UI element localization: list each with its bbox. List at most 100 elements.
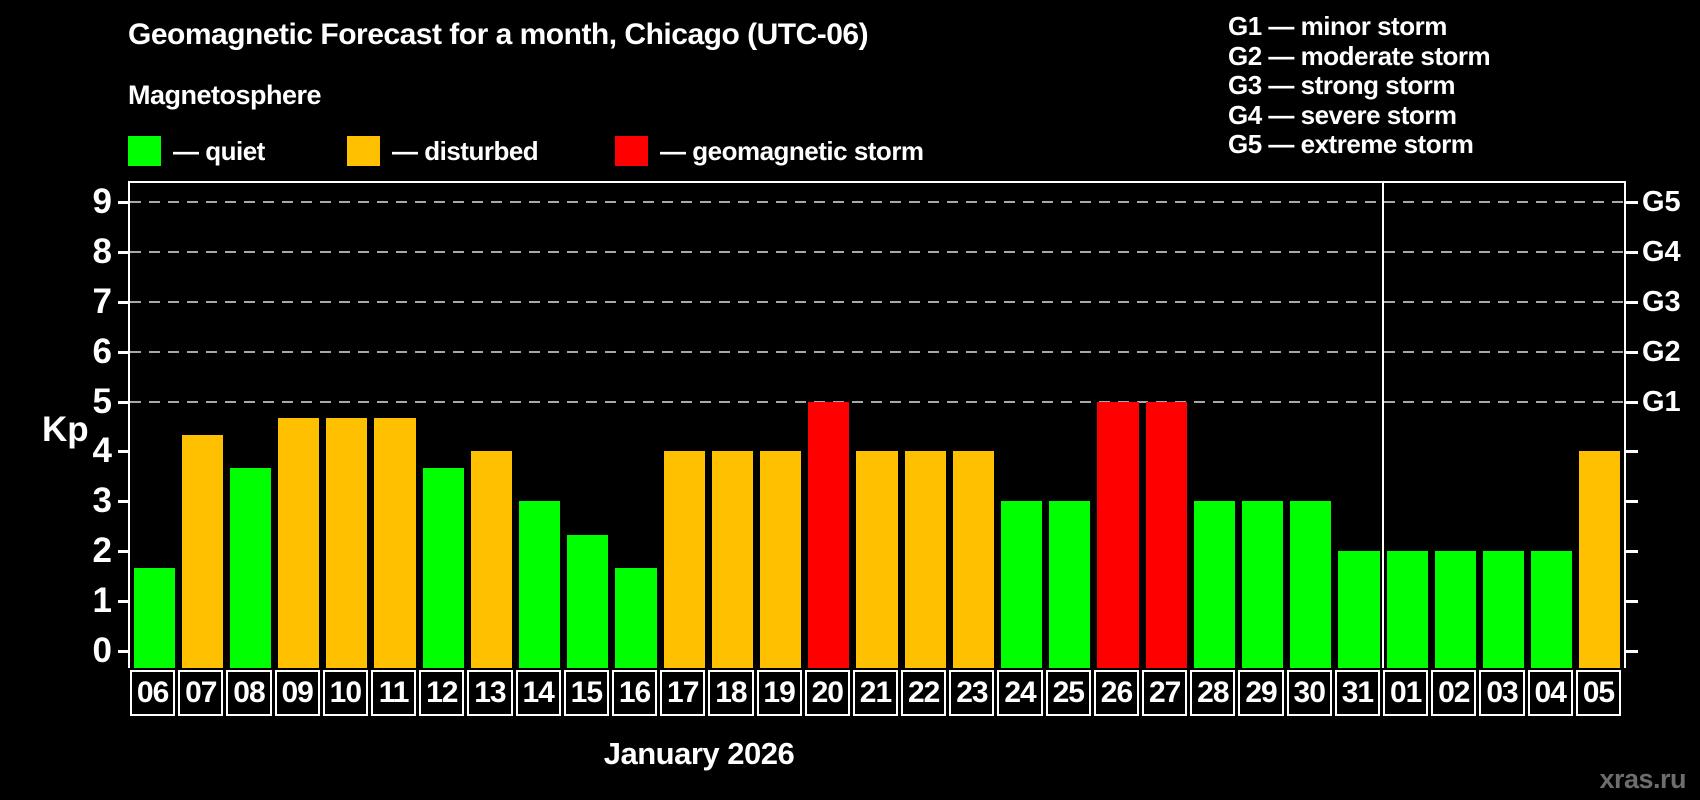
date-label-09: 09 xyxy=(274,670,320,716)
date-label-28: 28 xyxy=(1190,670,1236,716)
bar-day-07 xyxy=(181,434,223,668)
storm-scale-g3: G3 — strong storm xyxy=(1228,70,1455,101)
storm-scale-g4: G4 — severe storm xyxy=(1228,99,1457,130)
date-label-08: 08 xyxy=(226,670,272,716)
y-axis-tick-right-7 xyxy=(1626,300,1638,304)
bar-day-03 xyxy=(1482,551,1525,668)
date-label-18: 18 xyxy=(708,670,754,716)
bar-day-21 xyxy=(856,451,898,668)
date-label-07: 07 xyxy=(178,670,224,716)
gridline-kp8 xyxy=(130,250,1624,253)
bar-day-26 xyxy=(1097,401,1139,668)
disturbed-color-swatch xyxy=(347,136,380,166)
bar-day-14 xyxy=(519,501,561,668)
y-axis-tick-right-0 xyxy=(1626,650,1638,653)
y-axis-tick-right-6 xyxy=(1626,350,1638,354)
y-axis-tick-right-3 xyxy=(1626,500,1638,504)
g-scale-label-g4: G4 xyxy=(1642,235,1681,268)
y-tick-label-2: 2 xyxy=(92,531,112,571)
y-axis-tick-right-4 xyxy=(1626,450,1638,454)
chart-title: Geomagnetic Forecast for a month, Chicag… xyxy=(128,18,869,51)
y-axis-tick-right-2 xyxy=(1626,550,1638,554)
storm-scale-g2: G2 — moderate storm xyxy=(1228,40,1491,71)
date-label-01: 01 xyxy=(1383,670,1429,716)
bar-day-30 xyxy=(1290,501,1332,668)
bar-day-25 xyxy=(1049,501,1091,668)
date-label-13: 13 xyxy=(467,670,513,716)
bar-day-19 xyxy=(760,451,802,668)
date-label-17: 17 xyxy=(660,670,706,716)
bar-day-17 xyxy=(663,451,705,668)
y-tick-label-4: 4 xyxy=(92,431,112,471)
y-tick-label-5: 5 xyxy=(92,381,112,421)
bar-day-20 xyxy=(808,401,850,668)
date-label-16: 16 xyxy=(611,670,658,716)
date-label-31: 31 xyxy=(1334,670,1381,716)
date-label-19: 19 xyxy=(756,670,802,716)
legend-item-disturbed: — disturbed xyxy=(347,135,539,166)
y-tick-label-0: 0 xyxy=(92,631,112,670)
bar-day-02 xyxy=(1434,551,1476,668)
legend-item-storm: — geomagnetic storm xyxy=(615,136,924,166)
bar-day-27 xyxy=(1145,401,1187,668)
quiet-color-swatch xyxy=(128,136,161,166)
date-label-10: 10 xyxy=(322,670,368,716)
date-label-15: 15 xyxy=(563,670,609,716)
date-label-26: 26 xyxy=(1093,670,1140,716)
y-axis-tick-left-4 xyxy=(118,450,130,454)
y-axis-tick-left-8 xyxy=(118,250,130,254)
date-label-04: 04 xyxy=(1527,670,1573,716)
bar-day-12 xyxy=(422,467,464,668)
bar-day-08 xyxy=(229,467,272,668)
x-axis-title: January 2026 xyxy=(603,736,795,771)
bar-day-15 xyxy=(567,534,609,668)
storm-scale-legend: G1 — minor storm G2 — moderate storm G3 … xyxy=(1228,11,1491,160)
y-axis-tick-left-5 xyxy=(118,400,130,404)
y-tick-label-7: 7 xyxy=(92,281,112,321)
date-label-06: 06 xyxy=(130,670,176,716)
bar-day-10 xyxy=(326,417,368,668)
y-tick-label-1: 1 xyxy=(92,581,112,621)
date-label-25: 25 xyxy=(1045,670,1091,716)
date-label-21: 21 xyxy=(852,670,899,716)
watermark-xras: xras.ru xyxy=(1599,764,1686,794)
month-boundary-line xyxy=(1382,183,1385,668)
date-label-27: 27 xyxy=(1142,670,1188,716)
bar-day-23 xyxy=(952,451,994,668)
y-axis-tick-left-1 xyxy=(118,600,130,604)
y-tick-label-6: 6 xyxy=(92,331,112,371)
bar-day-04 xyxy=(1531,551,1573,668)
y-axis-title-kp: Kp xyxy=(42,410,89,449)
date-label-30: 30 xyxy=(1286,670,1332,716)
date-label-12: 12 xyxy=(419,670,465,716)
bar-day-11 xyxy=(374,417,416,668)
y-axis-tick-left-2 xyxy=(118,550,130,554)
y-axis-tick-left-9 xyxy=(118,200,130,204)
date-label-05: 05 xyxy=(1575,670,1621,716)
bar-day-24 xyxy=(1000,501,1043,668)
date-label-23: 23 xyxy=(949,670,995,716)
legend-label-quiet: — quiet xyxy=(173,135,265,166)
legend-label-disturbed: — disturbed xyxy=(392,135,539,166)
legend-label-storm: — geomagnetic storm xyxy=(660,135,924,166)
bar-day-22 xyxy=(904,451,946,668)
g-scale-label-g1: G1 xyxy=(1642,385,1681,418)
date-label-02: 02 xyxy=(1431,670,1477,716)
storm-scale-g1: G1 — minor storm xyxy=(1228,11,1447,41)
y-axis-tick-left-6 xyxy=(118,350,130,354)
gridline-kp5 xyxy=(130,400,1624,403)
bar-day-13 xyxy=(470,451,513,668)
g-scale-label-g2: G2 xyxy=(1642,335,1681,368)
storm-scale-g5: G5 — extreme storm xyxy=(1228,129,1474,160)
gridline-kp9 xyxy=(130,200,1624,203)
magnetosphere-label: Magnetosphere xyxy=(128,80,322,110)
y-axis-tick-right-1 xyxy=(1626,600,1638,604)
g-scale-label-g5: G5 xyxy=(1642,185,1681,218)
plot-area-frame xyxy=(128,181,1626,668)
bar-day-18 xyxy=(711,451,753,668)
y-axis-tick-right-9 xyxy=(1626,200,1638,204)
bar-day-28 xyxy=(1193,501,1235,668)
y-axis-tick-right-5 xyxy=(1626,400,1638,404)
bar-day-05 xyxy=(1579,451,1621,668)
y-axis-tick-left-7 xyxy=(118,300,130,304)
